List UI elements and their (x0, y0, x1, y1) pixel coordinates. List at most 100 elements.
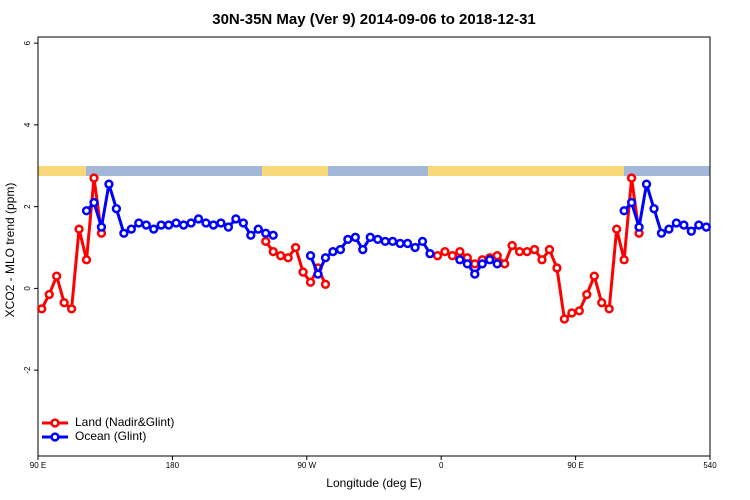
data-point (388, 236, 398, 247)
data-point (604, 304, 614, 314)
legend-swatch-marker (50, 432, 60, 442)
data-point (89, 197, 99, 208)
data-point (649, 204, 659, 214)
data-point (440, 246, 450, 257)
data-point (634, 222, 644, 232)
data-point (514, 246, 525, 257)
data-point (664, 224, 674, 234)
data-point (37, 304, 47, 314)
data-point (81, 206, 92, 216)
data-point (320, 253, 331, 263)
data-point (74, 224, 84, 234)
data-point (500, 259, 510, 269)
data-point (216, 218, 226, 228)
data-point (529, 244, 540, 255)
legend-label: Land (Nadir&Glint) (75, 415, 174, 429)
data-point (261, 236, 271, 247)
data-point (455, 246, 465, 257)
data-point (81, 255, 92, 265)
data-point (380, 236, 390, 247)
y-tick-label: 0 (23, 286, 32, 291)
x-tick-label: 90 E (30, 461, 46, 470)
data-point (104, 179, 114, 189)
legend-label: Ocean (Glint) (75, 429, 146, 443)
data-point (343, 234, 353, 244)
data-point (290, 242, 301, 253)
data-point (626, 197, 637, 208)
data-point (119, 228, 129, 238)
data-point (671, 218, 682, 228)
data-point (417, 236, 428, 247)
data-point (462, 259, 472, 269)
data-point (223, 222, 234, 232)
data-point (686, 226, 696, 236)
data-point (626, 173, 637, 183)
data-point (350, 232, 360, 242)
y-tick-label: -2 (23, 366, 32, 374)
data-point (365, 232, 375, 242)
data-point (246, 230, 256, 240)
plot-frame (37, 36, 711, 457)
data-point (283, 253, 293, 263)
data-point (305, 251, 316, 261)
data-point (164, 220, 174, 230)
data-point (201, 218, 211, 228)
data-point (156, 220, 166, 230)
data-point (619, 255, 629, 265)
data-point (305, 277, 316, 287)
data-point (238, 218, 248, 228)
data-point (373, 234, 383, 244)
data-point (320, 279, 331, 289)
data-point (574, 306, 584, 316)
data-point (178, 220, 189, 230)
legend-swatch-marker (50, 418, 60, 428)
data-point (171, 218, 181, 228)
y-tick-label: 4 (23, 122, 32, 127)
data-point (126, 224, 136, 234)
data-point (96, 222, 107, 232)
data-point (537, 255, 547, 265)
data-point (66, 304, 77, 314)
y-axis-label: XCO2 - MLO trend (ppm) (3, 183, 17, 318)
data-point (597, 298, 607, 308)
data-point (679, 220, 689, 230)
data-point (492, 251, 502, 261)
data-point (559, 314, 570, 324)
data-point (208, 220, 219, 230)
data-point (276, 251, 286, 261)
x-tick-label: 90 W (297, 461, 316, 470)
data-point (582, 289, 592, 300)
chart-title: 30N-35N May (Ver 9) 2014-09-06 to 2018-1… (212, 11, 536, 28)
data-point (328, 246, 338, 257)
data-point (455, 255, 465, 265)
x-tick-label: 180 (166, 461, 180, 470)
data-point (395, 238, 405, 249)
data-point (522, 246, 532, 257)
data-point (544, 244, 555, 255)
data-point (492, 259, 502, 269)
data-point (432, 251, 443, 261)
data-point (641, 179, 652, 189)
data-point (402, 238, 413, 249)
data-point (619, 206, 629, 216)
data-point (268, 246, 278, 257)
data-point (470, 269, 480, 279)
y-tick-label: 2 (23, 204, 32, 209)
data-point (447, 251, 458, 261)
data-point (52, 271, 62, 281)
data-point (335, 244, 346, 255)
data-point (656, 228, 667, 238)
data-point (44, 289, 54, 300)
land-mask-strip (38, 166, 710, 176)
data-point (589, 271, 599, 281)
data-point (552, 263, 562, 273)
x-tick-label: 540 (703, 461, 717, 470)
data-point (358, 244, 368, 255)
data-point (477, 259, 487, 269)
data-point (141, 220, 151, 230)
data-point (694, 220, 704, 230)
data-point (470, 259, 480, 269)
data-point (111, 204, 122, 214)
data-point (701, 222, 711, 232)
